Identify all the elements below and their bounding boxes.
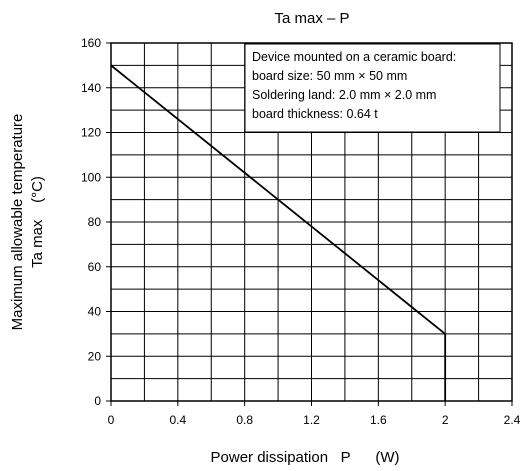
x-tick-labels: 0 0.4 0.8 1.2 1.6 2 2.4 [108,413,521,427]
x-tick-label: 0.4 [169,413,186,427]
y-tick-label: 80 [88,215,102,229]
y-tick-labels: 0 20 40 60 80 100 120 140 160 [81,36,101,408]
x-tick-label: 0 [108,413,115,427]
x-axis-label: Power dissipation P (W) [211,449,400,466]
y-tick-label: 120 [81,126,101,140]
tick-marks [106,42,513,406]
y-axis-label-line1: Maximum allowable temperature [9,114,26,331]
chart-title: Ta max – P [274,10,349,27]
y-tick-label: 160 [81,36,101,50]
y-tick-label: 40 [88,305,102,319]
annotation-box: Device mounted on a ceramic board: board… [244,43,501,133]
y-tick-label: 100 [81,170,101,184]
x-tick-label: 1.2 [303,413,320,427]
y-tick-label: 140 [81,81,101,95]
y-tick-label: 60 [88,260,102,274]
annotation-line-4: board thickness: 0.64 t [252,107,378,121]
x-tick-label: 1.6 [370,413,387,427]
y-tick-label: 0 [94,394,101,408]
x-tick-label: 0.8 [236,413,253,427]
annotation-line-3: Soldering land: 2.0 mm × 2.0 mm [252,88,436,102]
y-axis-label-line2: Ta max (°C) [29,176,46,268]
annotation-line-2: board size: 50 mm × 50 mm [252,69,407,83]
x-tick-label: 2 [442,413,449,427]
annotation-background [244,43,501,133]
series-line [110,64,447,401]
x-tick-label: 2.4 [504,413,521,427]
y-tick-label: 20 [88,349,102,363]
annotation-line-1: Device mounted on a ceramic board: [252,50,456,64]
series-group [110,64,447,401]
